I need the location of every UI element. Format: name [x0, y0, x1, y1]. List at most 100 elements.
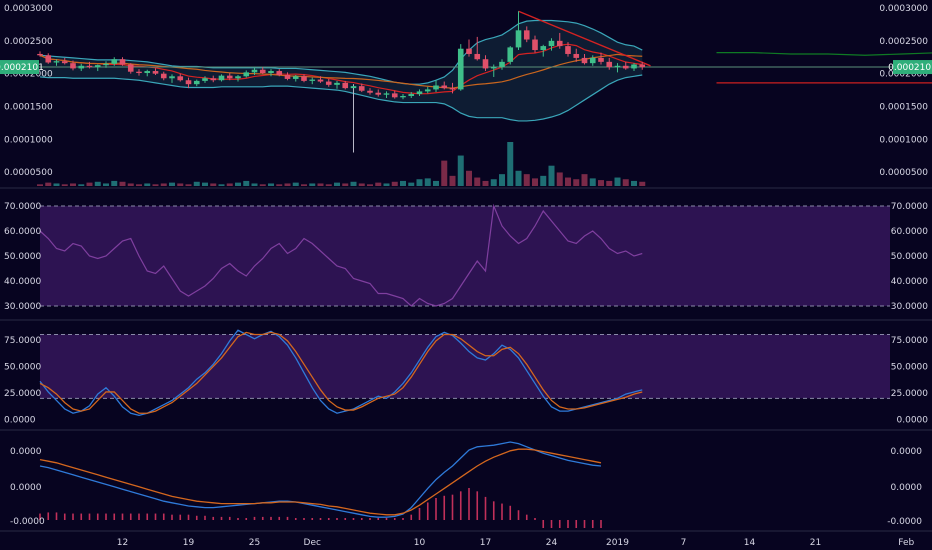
candle-body	[226, 75, 233, 79]
volume-bar	[325, 184, 332, 186]
candle[interactable]	[507, 46, 514, 65]
candle[interactable]	[94, 64, 101, 72]
candle[interactable]	[317, 76, 324, 83]
macd-histogram-bar	[459, 491, 462, 520]
macd-histogram-bar	[286, 516, 289, 520]
candle[interactable]	[259, 67, 266, 75]
candle[interactable]	[127, 63, 134, 74]
candle[interactable]	[490, 64, 497, 77]
candle[interactable]	[70, 60, 76, 71]
candle[interactable]	[441, 81, 448, 90]
candle-body	[639, 64, 646, 68]
candle[interactable]	[548, 38, 555, 51]
volume-bar	[53, 183, 60, 186]
candle[interactable]	[606, 57, 613, 70]
candle[interactable]	[631, 63, 637, 72]
candle[interactable]	[639, 61, 646, 70]
stochastic-line-d[interactable]	[39, 331, 643, 414]
candle-body	[367, 90, 373, 93]
candle[interactable]	[284, 72, 291, 81]
candle[interactable]	[235, 74, 241, 82]
candle-body	[61, 61, 68, 64]
candle[interactable]	[309, 77, 316, 85]
candle[interactable]	[152, 68, 159, 75]
candle[interactable]	[268, 69, 274, 77]
candle[interactable]	[457, 44, 464, 91]
candle[interactable]	[532, 35, 538, 53]
candle[interactable]	[78, 63, 85, 72]
volume-bar	[581, 174, 588, 186]
candle[interactable]	[523, 26, 530, 43]
macd-line[interactable]	[39, 441, 602, 518]
candle[interactable]	[342, 80, 349, 90]
candle[interactable]	[144, 69, 151, 77]
candle[interactable]	[251, 67, 258, 75]
candle[interactable]	[466, 39, 472, 57]
volume-bar	[523, 174, 530, 186]
rsi-line[interactable]	[39, 203, 643, 307]
candle[interactable]	[540, 44, 547, 57]
candle[interactable]	[614, 63, 621, 73]
candle[interactable]	[160, 71, 167, 81]
candle[interactable]	[383, 91, 390, 98]
rsi-panel[interactable]	[39, 203, 643, 307]
candle[interactable]	[325, 78, 332, 87]
candle[interactable]	[391, 90, 398, 99]
candle[interactable]	[598, 52, 604, 65]
candle[interactable]	[169, 74, 175, 83]
macd-histogram-bar	[47, 512, 50, 520]
macd-panel[interactable]	[39, 441, 602, 528]
candle[interactable]	[424, 86, 431, 94]
candle[interactable]	[367, 88, 373, 95]
candle[interactable]	[103, 61, 109, 68]
candle[interactable]	[119, 57, 126, 66]
candle[interactable]	[292, 74, 299, 82]
candle[interactable]	[499, 59, 505, 70]
candle[interactable]	[400, 94, 406, 100]
candle[interactable]	[111, 57, 118, 66]
volume-bar	[86, 182, 93, 186]
candle[interactable]	[45, 53, 52, 64]
macd-histogram-bar	[525, 514, 528, 520]
candle[interactable]	[193, 79, 200, 87]
candle[interactable]	[243, 70, 250, 78]
candle[interactable]	[86, 61, 93, 69]
candle[interactable]	[136, 69, 142, 76]
candle[interactable]	[301, 74, 307, 83]
candle[interactable]	[416, 89, 423, 96]
stochastic-line-k[interactable]	[39, 329, 643, 417]
candle[interactable]	[433, 80, 439, 93]
candle[interactable]	[218, 74, 225, 82]
candle[interactable]	[37, 51, 43, 57]
candle[interactable]	[202, 76, 208, 83]
volume-bar	[185, 184, 192, 186]
price-panel[interactable]	[0, 10, 932, 186]
candle[interactable]	[226, 73, 233, 81]
candle[interactable]	[515, 11, 522, 51]
candle[interactable]	[622, 61, 629, 70]
candle[interactable]	[573, 48, 580, 62]
candle[interactable]	[334, 80, 340, 89]
candle[interactable]	[581, 53, 588, 65]
trend-line[interactable]	[518, 10, 651, 67]
stochastic-panel[interactable]	[39, 329, 643, 417]
candle[interactable]	[375, 89, 382, 97]
candle[interactable]	[61, 57, 68, 65]
candle[interactable]	[185, 77, 192, 89]
candle[interactable]	[408, 92, 415, 98]
macd-signal-line[interactable]	[39, 448, 602, 516]
candle[interactable]	[358, 83, 365, 93]
candle[interactable]	[589, 55, 596, 66]
candle[interactable]	[556, 32, 563, 49]
candle[interactable]	[449, 82, 456, 94]
candle[interactable]	[177, 73, 184, 82]
candle[interactable]	[276, 69, 283, 77]
candle[interactable]	[474, 36, 481, 61]
rsi-tick-left: 30.0000	[4, 302, 41, 312]
candle[interactable]	[565, 42, 571, 57]
candle[interactable]	[210, 75, 217, 83]
candle[interactable]	[350, 84, 357, 153]
candle[interactable]	[53, 59, 60, 66]
candle[interactable]	[482, 55, 489, 72]
